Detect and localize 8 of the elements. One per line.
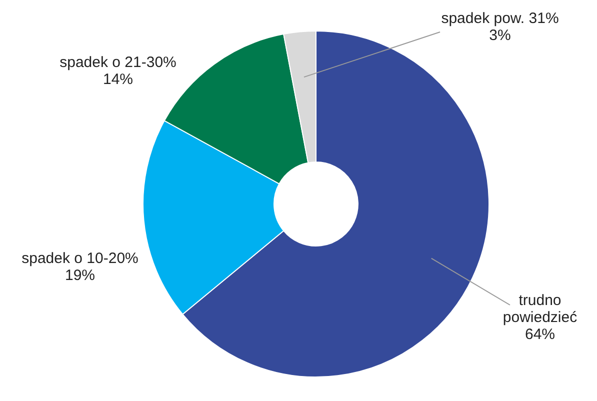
slice-label: spadek pow. 31% [441, 10, 559, 27]
slice-label: spadek o 21-30% [60, 54, 176, 71]
data-label: 19% [64, 267, 96, 284]
data-label: 3% [489, 27, 511, 44]
data-label: 64% [524, 326, 556, 343]
slice-label: trudno powiedzieć [502, 292, 578, 326]
slice-label: spadek o 10-20% [22, 250, 138, 267]
data-label: 14% [102, 71, 134, 88]
